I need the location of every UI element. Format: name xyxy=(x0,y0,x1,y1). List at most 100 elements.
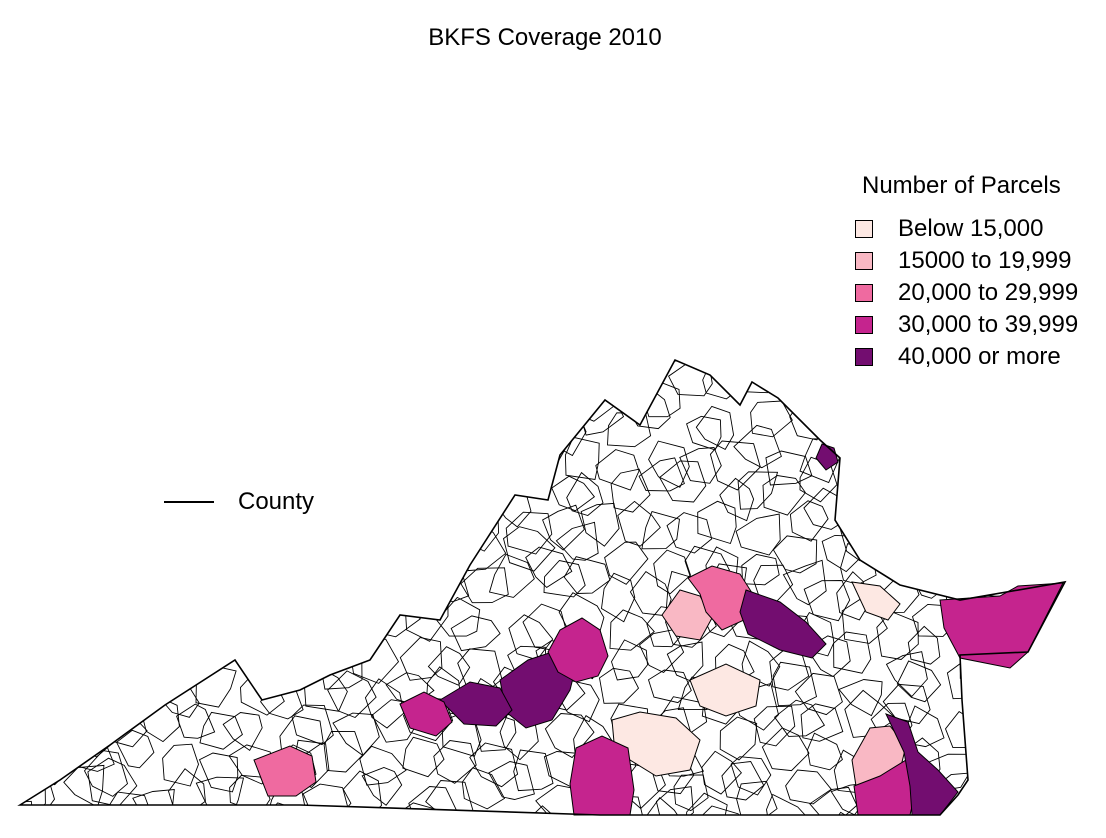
county-boundary xyxy=(960,814,1011,815)
county-boundary xyxy=(365,578,407,610)
county-boundary xyxy=(327,670,377,719)
county-boundary xyxy=(772,661,818,707)
county-boundary xyxy=(33,441,85,489)
county-boundary xyxy=(970,418,1014,460)
county-boundary xyxy=(431,563,470,603)
county-boundary xyxy=(794,672,843,716)
county-boundary xyxy=(359,745,407,786)
map-title: BKFS Coverage 2010 xyxy=(428,24,662,51)
county-boundary xyxy=(29,504,70,550)
county-boundary xyxy=(192,361,229,407)
county-boundary xyxy=(953,542,998,582)
county-boundary xyxy=(1013,497,1057,541)
county-boundary xyxy=(1038,762,1065,806)
county-boundary xyxy=(978,783,1027,815)
county-boundary xyxy=(741,640,781,687)
county-boundary xyxy=(433,810,473,815)
county-boundary xyxy=(61,601,96,636)
county-boundary xyxy=(206,394,246,435)
county-boundary xyxy=(946,657,991,700)
county-wytheville xyxy=(399,691,453,737)
county-boundary xyxy=(240,361,279,403)
county-boundary xyxy=(508,614,554,661)
county-boundary xyxy=(673,774,709,812)
county-boundary xyxy=(20,457,64,505)
county-boundary xyxy=(116,409,163,452)
county-boundary xyxy=(228,744,275,785)
county-boundary xyxy=(762,475,806,516)
county-boundary xyxy=(719,477,755,522)
county-boundary xyxy=(279,715,324,754)
county-boundary xyxy=(896,660,942,703)
county-boundary xyxy=(1074,326,1106,364)
county-boundary xyxy=(107,791,156,815)
county-boundary xyxy=(903,459,945,505)
county-boundary xyxy=(976,663,1014,716)
county-boundary xyxy=(25,363,69,402)
county-boundary xyxy=(28,719,69,756)
county-boundary xyxy=(544,713,595,759)
county-boundary xyxy=(610,468,651,513)
county-boundary xyxy=(983,534,1034,585)
county-boundary xyxy=(83,750,129,797)
county-boundary xyxy=(333,819,375,838)
county-boundary xyxy=(907,625,941,665)
county-boundaries xyxy=(20,326,1106,838)
county-boundary xyxy=(398,360,442,372)
county-boundary xyxy=(48,644,93,683)
county-boundary xyxy=(22,689,59,730)
county-boundary xyxy=(599,667,640,704)
county-boundary xyxy=(437,501,476,546)
county-boundary xyxy=(450,615,501,652)
county-boundary xyxy=(427,646,471,686)
legend-swatch xyxy=(855,252,873,270)
county-boundary xyxy=(910,500,951,551)
county-boundary xyxy=(94,593,138,643)
county-boundary xyxy=(35,548,80,586)
county-boundary xyxy=(323,730,364,773)
county-boundary xyxy=(761,727,810,772)
shaded-counties xyxy=(253,443,1064,816)
county-boundary xyxy=(131,603,173,644)
county-boundary xyxy=(1048,429,1065,474)
county-boundary xyxy=(1068,521,1106,568)
county-boundary xyxy=(1089,775,1106,809)
county-boundary xyxy=(818,398,856,449)
county-boundary xyxy=(508,447,543,492)
county-boundary xyxy=(332,444,377,484)
county-boundary xyxy=(260,610,298,650)
county-boundary xyxy=(96,360,137,368)
county-boundary xyxy=(176,703,216,739)
county-boundary xyxy=(611,639,648,681)
county-boundary xyxy=(185,630,229,668)
county-boundary xyxy=(535,360,576,368)
county-boundary xyxy=(1024,770,1065,814)
county-boundary xyxy=(1067,511,1106,555)
county-boundary xyxy=(1083,401,1106,443)
legend-label: 30,000 to 39,999 xyxy=(898,311,1079,338)
county-boundary xyxy=(984,510,1035,551)
county-boundary xyxy=(494,381,540,415)
county-boundary xyxy=(141,696,180,743)
county-boundary xyxy=(433,740,477,784)
county-boundary xyxy=(364,678,405,729)
county-boundary xyxy=(20,360,33,378)
county-boundary xyxy=(1033,399,1065,445)
county-boundary xyxy=(52,427,97,466)
county-boundary xyxy=(50,670,93,717)
county-boundary xyxy=(408,786,459,815)
county-boundary xyxy=(1000,464,1052,507)
county-boundary xyxy=(424,454,475,501)
county-boundary xyxy=(871,520,912,566)
county-boundary xyxy=(186,360,229,369)
county-boundary xyxy=(434,434,479,471)
county-boundary xyxy=(20,779,55,815)
county-boundary xyxy=(154,582,189,625)
county-eastern-shore xyxy=(939,582,1064,669)
county-boundary xyxy=(304,667,348,712)
county-boundary xyxy=(244,442,282,493)
county-boundary xyxy=(20,361,31,402)
county-tidewater-3 xyxy=(885,713,959,816)
county-boundary xyxy=(281,441,324,483)
county-boundary xyxy=(800,703,844,742)
